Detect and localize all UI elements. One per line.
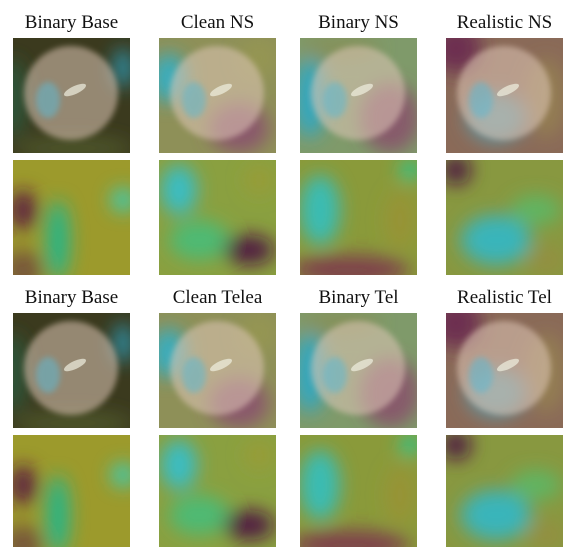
panel-title: Binary NS [318, 12, 399, 33]
heat-blob [300, 175, 340, 245]
heat-blob [111, 463, 135, 487]
figure: Binary Base Clean NS Binary NS Realistic NS… [0, 0, 565, 547]
heatmap-image [0, 313, 133, 435]
heat-blob [224, 235, 274, 265]
heat-blob [461, 490, 531, 540]
heatmap-image [441, 430, 565, 547]
panel-title: Realistic NS [457, 12, 553, 33]
heat-blob [526, 245, 565, 275]
heatmap-image [0, 38, 133, 160]
panel-title: Realistic Tel [457, 287, 552, 308]
heat-blob [244, 165, 274, 195]
panel-title: Clean NS [181, 12, 254, 33]
heat-blob [290, 255, 410, 285]
heatmap-image [151, 313, 279, 428]
heat-blob [511, 470, 561, 500]
specimen-feature [323, 357, 347, 393]
heatmap-image [290, 160, 420, 285]
heatmap-image [159, 435, 276, 547]
heat-blob [300, 450, 340, 520]
heatmap-image [3, 160, 135, 290]
heat-blob [461, 215, 531, 265]
heatmap-image [290, 435, 420, 547]
heatmap-image [151, 38, 279, 153]
heat-blob [244, 440, 274, 470]
heatmap-image [3, 435, 135, 547]
heat-blob [161, 440, 197, 490]
heat-blob [161, 165, 197, 215]
heat-blob [46, 200, 70, 280]
heat-blob [169, 220, 229, 260]
heat-blob [400, 435, 420, 455]
specimen-feature [36, 82, 60, 118]
heatmap-image [441, 155, 565, 275]
specimen-feature [182, 82, 206, 118]
heat-blob [385, 465, 415, 525]
heat-blob [9, 190, 37, 230]
heatmap-image [431, 23, 565, 153]
heatmap-image [159, 160, 276, 275]
specimen-feature [323, 82, 347, 118]
heat-blob [511, 195, 561, 225]
heat-blob [441, 155, 471, 185]
panel-title: Binary Base [25, 12, 118, 33]
heat-blob [9, 465, 37, 505]
heat-blob [385, 190, 415, 250]
specimen-feature [36, 357, 60, 393]
heatmap-image [294, 311, 420, 428]
heat-blob [111, 188, 135, 212]
panel-title: Clean Telea [173, 287, 263, 308]
heat-blob [169, 495, 229, 535]
heatmap-image [431, 298, 565, 428]
heat-blob [400, 160, 420, 180]
heat-blob [3, 250, 43, 290]
specimen-feature [469, 357, 493, 393]
panel-title: Binary Tel [318, 287, 398, 308]
heatmap-image [294, 36, 420, 153]
specimen-feature [469, 82, 493, 118]
heat-blob [224, 510, 274, 540]
specimen-feature [182, 357, 206, 393]
panel-title: Binary Base [25, 287, 118, 308]
heat-blob [441, 430, 471, 460]
